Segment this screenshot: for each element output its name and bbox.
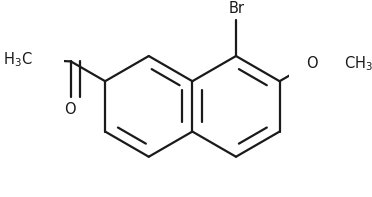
Text: CH$_3$: CH$_3$: [344, 54, 372, 72]
Text: O: O: [64, 102, 76, 117]
Text: H$_3$C: H$_3$C: [3, 50, 32, 69]
Text: Br: Br: [229, 1, 245, 16]
Text: O: O: [306, 56, 317, 71]
